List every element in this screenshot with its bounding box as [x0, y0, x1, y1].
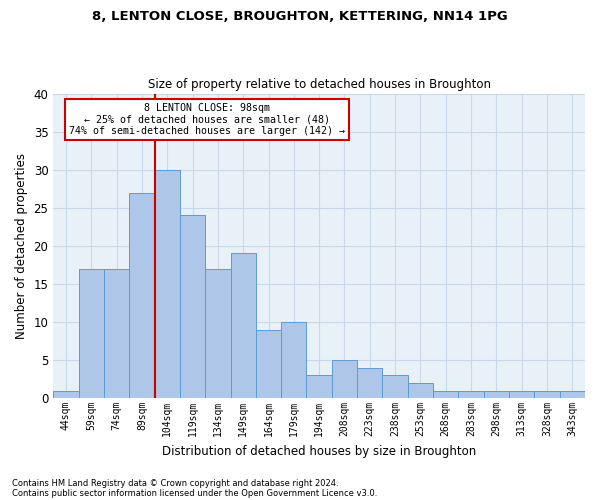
Bar [332, 360, 357, 398]
Bar [509, 390, 535, 398]
Bar [256, 330, 281, 398]
Bar [357, 368, 382, 398]
X-axis label: Distribution of detached houses by size in Broughton: Distribution of detached houses by size … [162, 444, 476, 458]
Bar [535, 390, 560, 398]
Bar [408, 383, 433, 398]
Title: Size of property relative to detached houses in Broughton: Size of property relative to detached ho… [148, 78, 491, 91]
Bar [180, 216, 205, 398]
Bar [230, 254, 256, 398]
Bar [205, 268, 230, 398]
Bar [484, 390, 509, 398]
Y-axis label: Number of detached properties: Number of detached properties [15, 153, 28, 339]
Text: 8, LENTON CLOSE, BROUGHTON, KETTERING, NN14 1PG: 8, LENTON CLOSE, BROUGHTON, KETTERING, N… [92, 10, 508, 23]
Bar [307, 376, 332, 398]
Bar [129, 192, 155, 398]
Text: 8 LENTON CLOSE: 98sqm
← 25% of detached houses are smaller (48)
74% of semi-deta: 8 LENTON CLOSE: 98sqm ← 25% of detached … [70, 102, 346, 136]
Bar [53, 390, 79, 398]
Bar [104, 268, 129, 398]
Text: Contains public sector information licensed under the Open Government Licence v3: Contains public sector information licen… [12, 488, 377, 498]
Bar [433, 390, 458, 398]
Bar [79, 268, 104, 398]
Bar [560, 390, 585, 398]
Bar [155, 170, 180, 398]
Text: Contains HM Land Registry data © Crown copyright and database right 2024.: Contains HM Land Registry data © Crown c… [12, 478, 338, 488]
Bar [458, 390, 484, 398]
Bar [382, 376, 408, 398]
Bar [281, 322, 307, 398]
